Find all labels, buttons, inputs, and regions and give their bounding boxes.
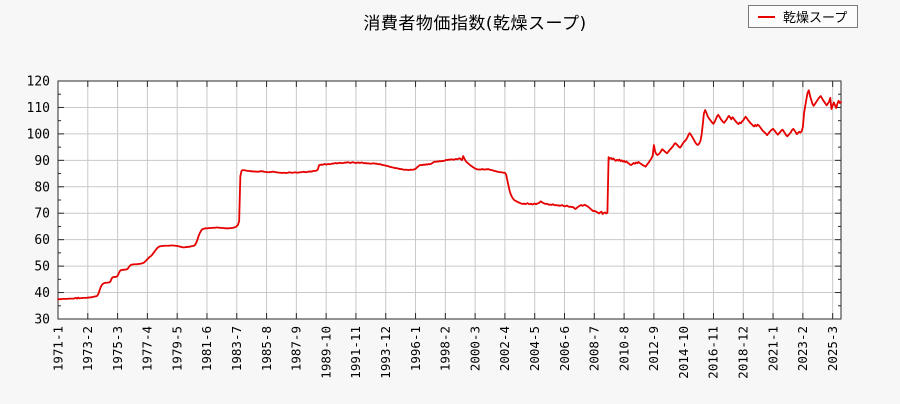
x-axis-tick-label: 1973-2 xyxy=(80,326,95,371)
x-axis-tick-label: 2025-3 xyxy=(825,326,840,371)
y-axis-tick-label: 90 xyxy=(34,154,50,169)
page-title: 消費者物価指数(乾燥スープ) xyxy=(363,14,587,34)
x-axis-tick-label: 1996-1 xyxy=(408,326,423,371)
x-axis-tick-label: 2012-9 xyxy=(646,326,661,371)
y-axis-tick-label: 70 xyxy=(34,207,50,222)
legend-series-label: 乾燥スープ xyxy=(783,11,848,26)
x-axis-tick-label: 2006-6 xyxy=(557,326,572,371)
y-axis-tick-label: 60 xyxy=(34,233,50,248)
y-axis-tick-label: 100 xyxy=(27,127,50,142)
x-axis-tick-label: 1975-3 xyxy=(110,326,125,371)
x-axis-tick-label: 2014-10 xyxy=(676,326,691,379)
x-axis-tick-label: 1991-11 xyxy=(348,326,363,379)
series-line-dried-soup xyxy=(57,89,842,301)
x-axis-tick-label: 1987-9 xyxy=(289,326,304,371)
legend-line-sample xyxy=(758,15,775,18)
x-axis-tick-label: 1981-6 xyxy=(199,326,214,371)
x-axis-tick-label: 1979-5 xyxy=(169,326,184,371)
x-axis-tick-label: 1977-4 xyxy=(140,326,155,371)
x-axis-tick-label: 1998-2 xyxy=(438,326,453,371)
x-axis-tick-label: 2002-4 xyxy=(497,326,512,371)
y-axis-tick-label: 80 xyxy=(34,180,50,195)
y-axis-tick-label: 120 xyxy=(27,75,50,90)
x-axis-tick-label: 2023-2 xyxy=(795,326,810,371)
legend: 乾燥スープ xyxy=(748,5,859,28)
x-axis-tick-label: 2021-1 xyxy=(765,326,780,371)
y-axis-tick-label: 30 xyxy=(34,313,50,328)
x-axis-tick-label: 1985-8 xyxy=(259,326,274,371)
x-axis-tick-label: 1983-7 xyxy=(229,326,244,371)
y-axis-tick-label: 40 xyxy=(34,286,50,301)
x-axis-tick-label: 1993-12 xyxy=(378,326,393,379)
x-axis-tick-label: 2008-7 xyxy=(587,326,602,371)
plot-area xyxy=(58,81,841,319)
x-axis-tick-label: 1989-10 xyxy=(318,326,333,379)
y-axis-tick-label: 50 xyxy=(34,260,50,275)
x-axis-tick-label: 2004-5 xyxy=(527,326,542,371)
y-axis-tick-label: 110 xyxy=(27,101,50,116)
x-axis-tick-label: 2010-8 xyxy=(616,326,631,371)
x-axis-tick-label: 1971-1 xyxy=(50,326,65,371)
x-axis-tick-label: 2000-3 xyxy=(467,326,482,371)
x-axis-tick-label: 2016-11 xyxy=(706,326,721,379)
x-axis-tick-label: 2018-12 xyxy=(736,326,751,379)
